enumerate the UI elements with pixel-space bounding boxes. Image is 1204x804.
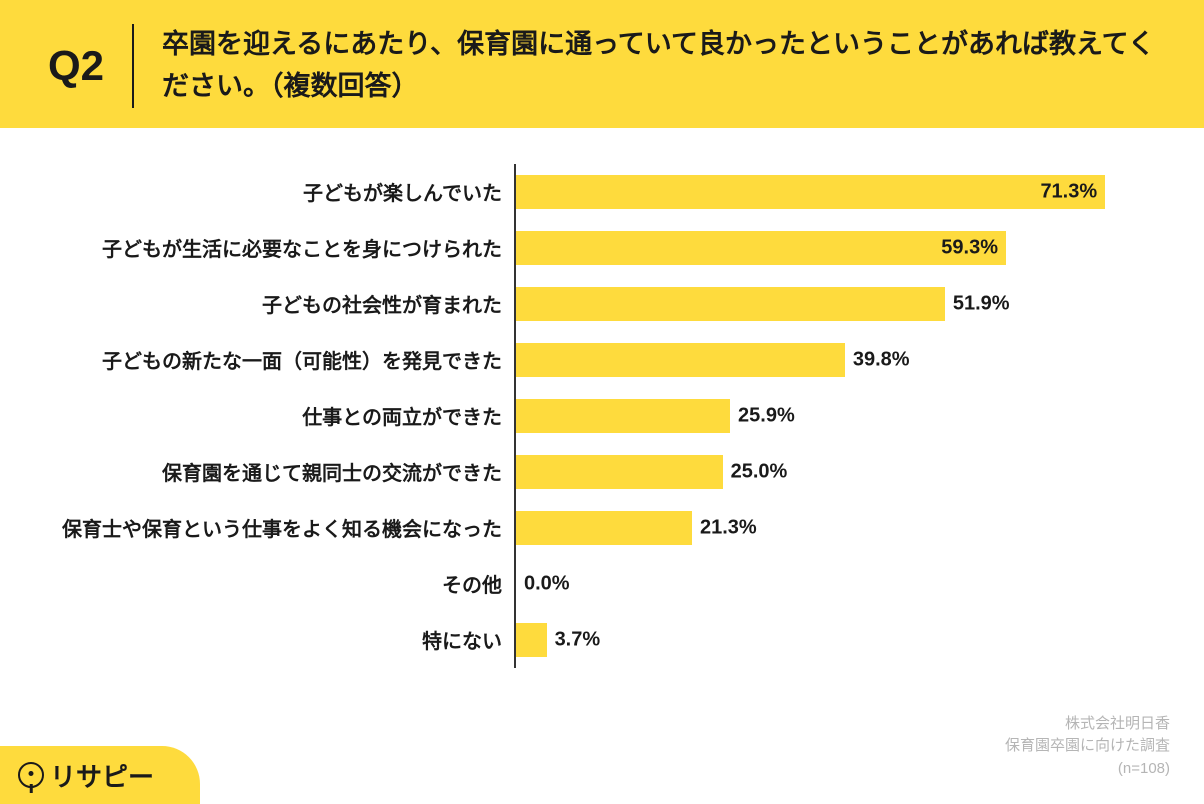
chart-row: 仕事との両立ができた25.9% bbox=[44, 388, 1144, 444]
logo-container: リサピー bbox=[0, 746, 154, 804]
bar-label: その他 bbox=[44, 569, 514, 598]
bar-value: 59.3% bbox=[941, 236, 998, 259]
bar-track: 25.9% bbox=[514, 388, 1144, 444]
bar-value: 21.3% bbox=[700, 516, 757, 539]
chart-row: 保育士や保育という仕事をよく知る機会になった21.3% bbox=[44, 500, 1144, 556]
bar-label: 子どもの社会性が育まれた bbox=[44, 289, 514, 318]
bar: 3.7% bbox=[516, 623, 547, 657]
bar: 25.9% bbox=[516, 399, 730, 433]
bar-value: 39.8% bbox=[853, 348, 910, 371]
chart-row: 保育園を通じて親同士の交流ができた25.0% bbox=[44, 444, 1144, 500]
bar-value: 25.0% bbox=[731, 460, 788, 483]
bar-value: 25.9% bbox=[738, 404, 795, 427]
credit-company: 株式会社明日香 bbox=[1005, 713, 1170, 736]
bar: 59.3% bbox=[516, 231, 1006, 265]
chart-row: 特にない3.7% bbox=[44, 612, 1144, 668]
bar-track: 0.0% bbox=[514, 556, 1144, 612]
credit-n: (n=108) bbox=[1005, 758, 1170, 781]
chart-row: その他 0.0% bbox=[44, 556, 1144, 612]
bar-track: 25.0% bbox=[514, 444, 1144, 500]
bar-track: 21.3% bbox=[514, 500, 1144, 556]
bar: 71.3% bbox=[516, 175, 1105, 209]
bar-track: 39.8% bbox=[514, 332, 1144, 388]
bar: 25.0% bbox=[516, 455, 723, 489]
bar: 39.8% bbox=[516, 343, 845, 377]
credit-survey: 保育園卒園に向けた調査 bbox=[1005, 735, 1170, 758]
bar-label: 保育園を通じて親同士の交流ができた bbox=[44, 457, 514, 486]
header-divider bbox=[132, 24, 134, 108]
bar-track: 51.9% bbox=[514, 276, 1144, 332]
bar-label: 子どもが生活に必要なことを身につけられた bbox=[44, 233, 514, 262]
logo-text: リサピー bbox=[50, 757, 154, 794]
bar-track: 3.7% bbox=[514, 612, 1144, 668]
bar-label: 保育士や保育という仕事をよく知る機会になった bbox=[44, 513, 514, 542]
bar-label: 子どもの新たな一面（可能性）を発見できた bbox=[44, 345, 514, 374]
bar: 51.9% bbox=[516, 287, 945, 321]
logo: リサピー bbox=[0, 757, 154, 794]
bar-label: 仕事との両立ができた bbox=[44, 401, 514, 430]
chart-row: 子どもが楽しんでいた 71.3% bbox=[44, 164, 1144, 220]
bar-value: 71.3% bbox=[1040, 180, 1097, 203]
bar-track: 59.3% bbox=[514, 220, 1144, 276]
bar-value: 51.9% bbox=[953, 292, 1010, 315]
bar-label: 子どもが楽しんでいた bbox=[44, 177, 514, 206]
bar-label: 特にない bbox=[44, 625, 514, 654]
bar: 21.3% bbox=[516, 511, 692, 545]
credits: 株式会社明日香 保育園卒園に向けた調査 (n=108) bbox=[1005, 713, 1170, 781]
chart-row: 子どもが生活に必要なことを身につけられた 59.3% bbox=[44, 220, 1144, 276]
question-text: 卒園を迎えるにあたり、保育園に通っていて良かったということがあれば教えてください… bbox=[162, 24, 1156, 108]
bar-track: 71.3% bbox=[514, 164, 1144, 220]
bar-value: 3.7% bbox=[555, 628, 601, 651]
bar-value: 0.0% bbox=[524, 572, 570, 595]
logo-icon bbox=[18, 762, 44, 788]
chart-area: 子どもが楽しんでいた 71.3% 子どもが生活に必要なことを身につけられた 59.3%… bbox=[24, 136, 1180, 680]
header: Q2 卒園を迎えるにあたり、保育園に通っていて良かったということがあれば教えてく… bbox=[0, 0, 1204, 128]
question-number: Q2 bbox=[48, 24, 132, 108]
chart-row: 子どもの社会性が育まれた51.9% bbox=[44, 276, 1144, 332]
chart-row: 子どもの新たな一面（可能性）を発見できた39.8% bbox=[44, 332, 1144, 388]
